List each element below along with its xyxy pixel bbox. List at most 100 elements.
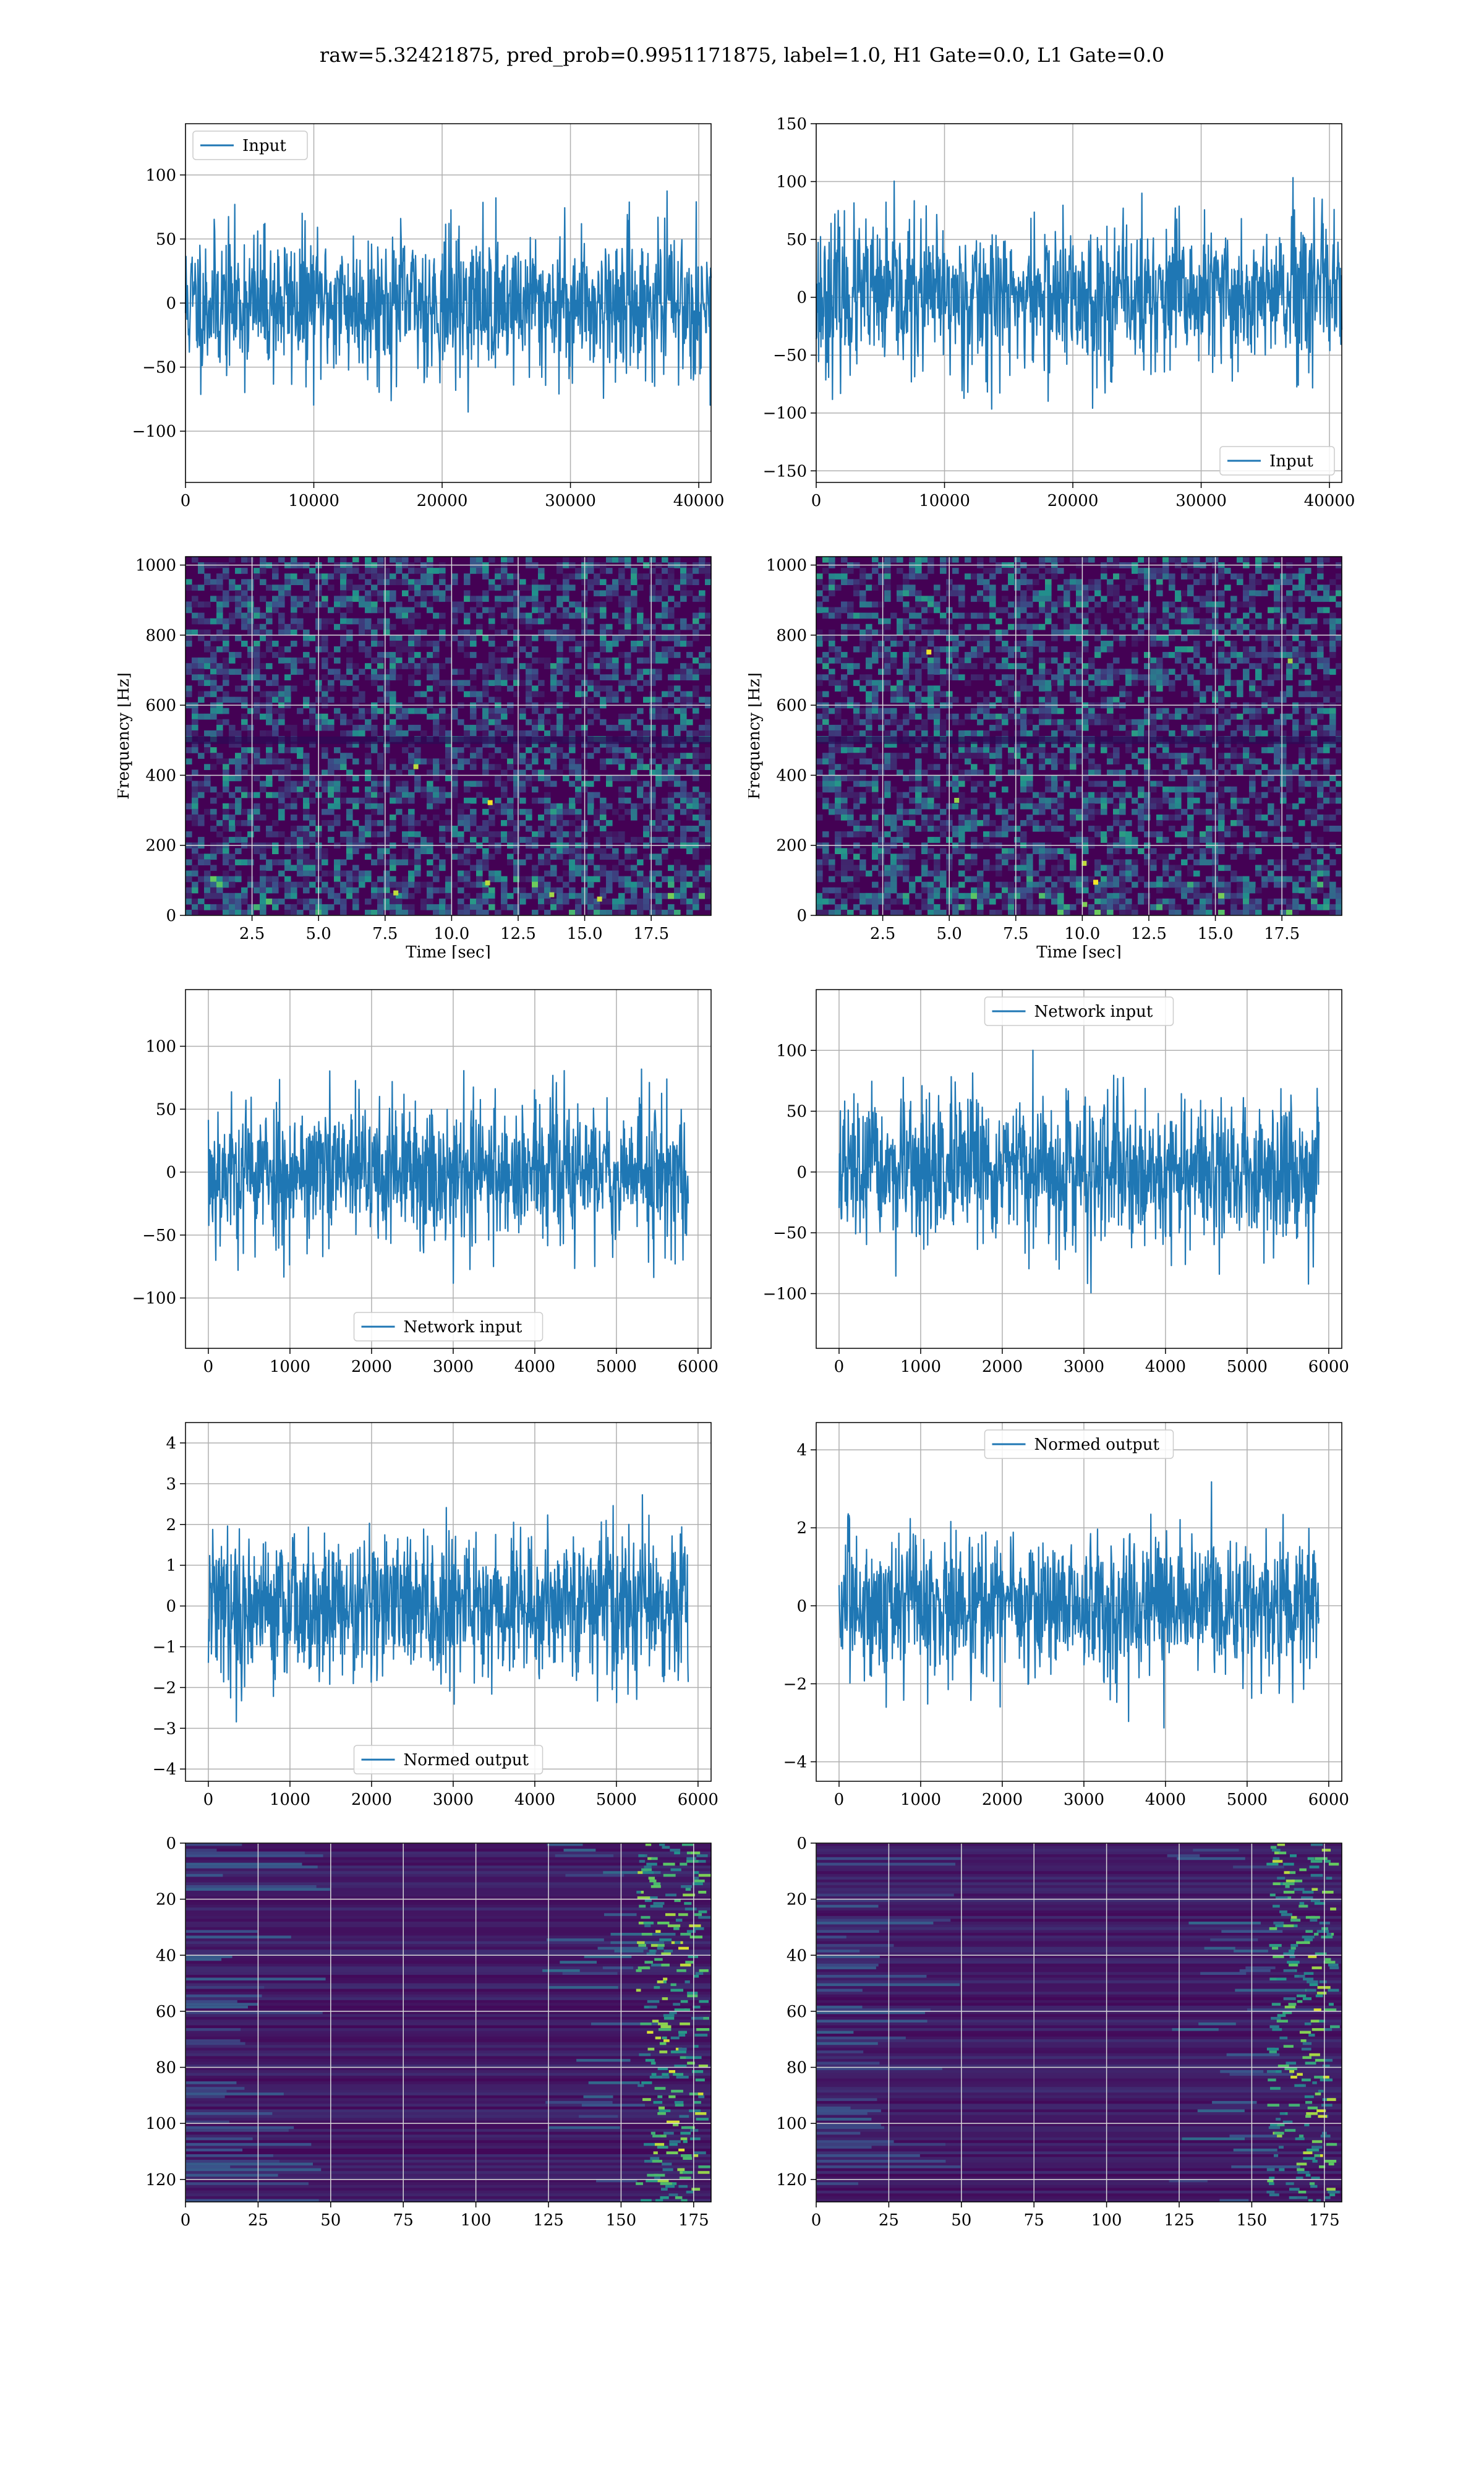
spectrogram-left-cell bbox=[513, 652, 520, 658]
spectrogram-right-cell bbox=[1088, 719, 1095, 726]
spectrogram-right-cell bbox=[1057, 786, 1064, 793]
spectrogram-left-cell bbox=[291, 909, 297, 916]
spectrogram-right-cell bbox=[940, 646, 947, 653]
spectrogram-right-cell bbox=[1323, 764, 1330, 770]
spectrogram-left-cell bbox=[352, 803, 359, 810]
spectrogram-left-cell bbox=[254, 753, 260, 759]
spectrogram-left-cell bbox=[643, 669, 650, 675]
spectrogram-left-cell bbox=[402, 814, 409, 821]
spectrogram-left-cell bbox=[359, 696, 365, 703]
spectrogram-right-cell bbox=[996, 663, 1002, 669]
spectrogram-left-cell bbox=[655, 579, 662, 585]
spectrogram-right-cell bbox=[1311, 747, 1318, 753]
spectrogram-right-cell bbox=[1268, 747, 1274, 753]
spectrogram-right-cell bbox=[909, 742, 916, 748]
spectrogram-left-cell bbox=[600, 803, 607, 810]
spectrogram-right-cell bbox=[921, 747, 928, 753]
spectrogram-left-cell bbox=[606, 696, 613, 703]
spectrogram-right-cell bbox=[1249, 596, 1256, 602]
spectrogram-right-cell bbox=[1181, 786, 1188, 793]
spectrogram-left-cell bbox=[470, 669, 477, 675]
spectrogram-left-cell bbox=[464, 758, 471, 764]
spectrogram-left-cell bbox=[556, 826, 563, 832]
spectrogram-right-cell bbox=[903, 618, 910, 625]
spectrogram-left-cell bbox=[229, 557, 236, 563]
spectrogram-left-cell bbox=[186, 579, 192, 585]
spectrogram-left-cell bbox=[470, 674, 477, 680]
spectrogram-right-cell bbox=[1132, 724, 1138, 731]
spectrogram-right-cell bbox=[927, 596, 934, 602]
spectrogram-right-cell bbox=[829, 590, 835, 597]
spectrogram-left-cell bbox=[322, 820, 328, 826]
spectrogram-right-cell bbox=[1243, 612, 1250, 619]
spectrogram-right-cell bbox=[1249, 646, 1256, 653]
spectrogram-left-cell bbox=[458, 854, 464, 860]
spectrogram-left-cell bbox=[322, 713, 328, 720]
spectrogram-right-cell bbox=[1051, 708, 1058, 714]
spectrogram-right-cell bbox=[1317, 786, 1324, 793]
spectrogram-right-cell bbox=[1280, 747, 1287, 753]
spectrogram-right-cell bbox=[1261, 730, 1268, 737]
spectrogram-right-cell bbox=[1224, 691, 1231, 698]
spectrogram-left-cell bbox=[507, 814, 514, 821]
spectrogram-left-cell bbox=[340, 640, 347, 647]
spectrogram-left-cell bbox=[501, 753, 508, 759]
spectrogram-left-cell bbox=[433, 909, 440, 916]
spectrogram-right-cell bbox=[1008, 652, 1015, 658]
spectrogram-left-cell bbox=[371, 623, 378, 630]
spectrogram-left-cell bbox=[612, 808, 619, 815]
spectrogram-left-cell bbox=[587, 696, 594, 703]
spectrogram-right-cell bbox=[872, 764, 879, 770]
spectrogram-left-cell bbox=[414, 747, 421, 753]
spectrogram-left-cell bbox=[278, 708, 285, 714]
spectrogram-left-cell bbox=[229, 596, 236, 602]
spectrogram-left-cell bbox=[235, 803, 242, 810]
spectrogram-right-cell bbox=[1162, 764, 1169, 770]
spectrogram-left-cell bbox=[680, 837, 687, 843]
spectrogram-right-cell bbox=[1243, 652, 1250, 658]
spectrogram-left-cell bbox=[334, 792, 341, 798]
spectrogram-left-cell bbox=[204, 808, 211, 815]
spectrogram-left-cell bbox=[513, 730, 520, 737]
spectrogram-left-cell bbox=[674, 640, 681, 647]
spectrogram-left-cell bbox=[216, 663, 223, 669]
spectrogram-left-cell bbox=[637, 859, 644, 866]
spectrogram-left-cell bbox=[538, 797, 545, 804]
spectrogram-left-cell bbox=[235, 652, 242, 658]
spectrogram-left-cell bbox=[186, 635, 192, 641]
spectrogram-right-cell bbox=[1181, 663, 1188, 669]
spectrogram-left-cell bbox=[470, 781, 477, 787]
spectrogram-left-cell bbox=[340, 579, 347, 585]
spectrogram-right-cell bbox=[884, 584, 891, 591]
spectrogram-right-cell bbox=[1156, 618, 1163, 625]
spectrogram-left-cell bbox=[538, 769, 545, 776]
spectrogram-left-cell bbox=[266, 680, 273, 687]
spectrogram-right-cell bbox=[1274, 753, 1281, 759]
spectrogram-left-cell bbox=[204, 870, 211, 877]
spectrogram-left-cell bbox=[680, 786, 687, 793]
spectrogram-left-cell bbox=[284, 909, 291, 916]
spectrogram-left-cell bbox=[260, 758, 267, 764]
spectrogram-left-cell bbox=[618, 909, 625, 916]
spectrogram-right-cell bbox=[1336, 730, 1342, 737]
spectrogram-right-cell bbox=[965, 623, 971, 630]
spectrogram-right-cell bbox=[1144, 758, 1151, 764]
spectrogram-right-cell bbox=[1317, 758, 1324, 764]
spectrogram-right-cell bbox=[1268, 775, 1274, 782]
spectrogram-right-cell bbox=[1224, 584, 1231, 591]
spectrogram-left-cell bbox=[223, 618, 229, 625]
spectrogram-right-cell bbox=[1144, 708, 1151, 714]
spectrogram-left-cell bbox=[192, 881, 198, 888]
spectrogram-right-cell bbox=[1175, 792, 1182, 798]
spectrogram-left-cell bbox=[625, 854, 631, 860]
spectrogram-left-cell bbox=[445, 657, 452, 664]
spectrogram-left-cell bbox=[235, 848, 242, 854]
spectrogram-left-cell bbox=[204, 579, 211, 585]
spectrogram-right-cell bbox=[958, 730, 965, 737]
spectrogram-left-cell bbox=[322, 663, 328, 669]
spectrogram-right-cell bbox=[1014, 747, 1021, 753]
spectrogram-left-cell bbox=[507, 612, 514, 619]
spectrogram-left-cell bbox=[612, 557, 619, 563]
spectrogram-left-cell bbox=[223, 859, 229, 866]
spectrogram-left-cell bbox=[247, 831, 254, 837]
